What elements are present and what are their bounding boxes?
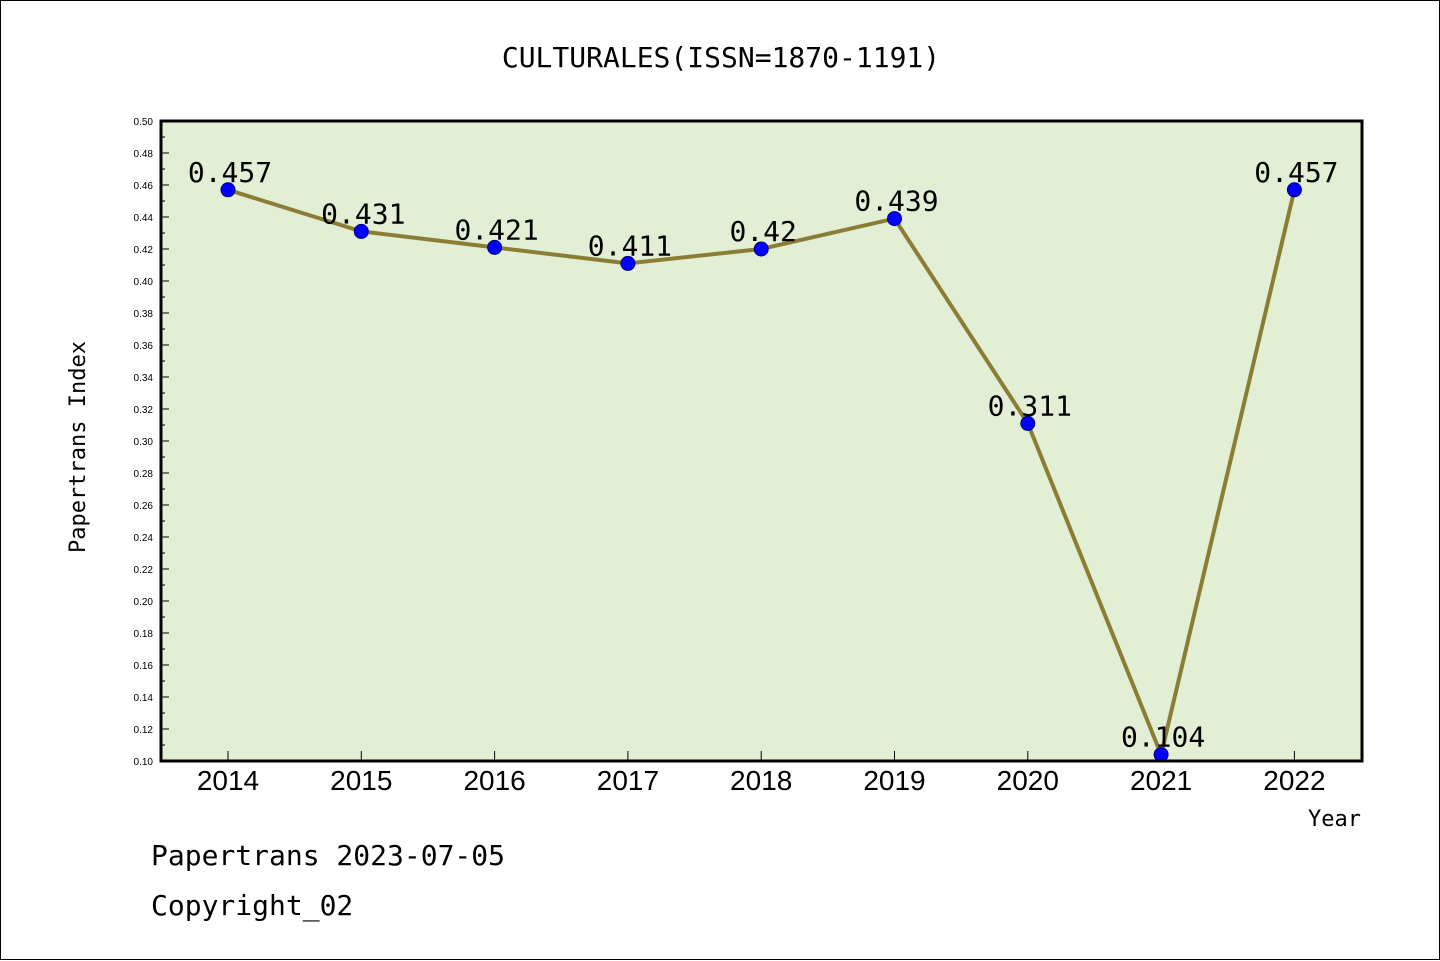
data-markers [220, 182, 1302, 763]
y-tick-label: 0.50 [134, 117, 154, 128]
data-label: 0.457 [1254, 156, 1338, 189]
y-tick-label: 0.38 [134, 309, 154, 320]
data-point [620, 255, 636, 271]
x-tick-label: 2015 [330, 765, 392, 796]
data-label: 0.311 [988, 389, 1072, 422]
y-tick-label: 0.36 [134, 341, 154, 352]
x-tick-label: 2017 [597, 765, 659, 796]
data-label: 0.42 [729, 215, 796, 248]
x-tick-label: 2020 [997, 765, 1059, 796]
data-point [1286, 182, 1302, 198]
y-tick-label: 0.32 [134, 405, 154, 416]
x-tick-label: 2022 [1263, 765, 1325, 796]
data-point [753, 241, 769, 257]
data-label: 0.457 [188, 156, 272, 189]
x-tick-label: 2016 [463, 765, 525, 796]
y-tick-label: 0.18 [134, 629, 154, 640]
data-point [887, 211, 902, 227]
data-label: 0.431 [321, 197, 405, 230]
y-tick-label: 0.14 [134, 693, 154, 704]
data-point [353, 223, 369, 239]
footer-copyright: Copyright_02 [151, 889, 353, 923]
chart-title: CULTURALES(ISSN=1870-1191) [502, 41, 940, 74]
x-tick-label: 2021 [1130, 765, 1192, 796]
y-tick-label: 0.16 [134, 661, 154, 672]
y-tick-label: 0.20 [134, 597, 154, 608]
data-label: 0.104 [1121, 721, 1205, 754]
y-tick-label: 0.44 [134, 213, 154, 224]
x-axis-label: Year [1308, 807, 1361, 832]
y-tick-label: 0.22 [134, 565, 154, 576]
y-tick-label: 0.12 [134, 725, 154, 736]
x-axis: 2014 2015 2016 2017 2018 2019 2020 2021 2022 [197, 751, 1326, 796]
data-label: 0.439 [854, 185, 938, 218]
y-tick-label: 0.34 [134, 373, 154, 384]
plot-border [159, 119, 1364, 763]
x-tick-label: 2014 [197, 765, 259, 796]
data-point [487, 239, 503, 255]
footer-date: Papertrans 2023-07-05 [151, 839, 505, 872]
x-tick-label: 2018 [730, 765, 792, 796]
y-tick-label: 0.10 [134, 757, 154, 768]
data-point [1020, 415, 1036, 431]
data-point [220, 182, 236, 198]
y-tick-label: 0.28 [134, 469, 154, 480]
y-axis-label: Papertrans Index [66, 341, 91, 553]
y-tick-label: 0.26 [134, 501, 154, 512]
data-label: 0.411 [588, 229, 672, 262]
y-tick-label: 0.24 [134, 533, 154, 544]
y-tick-label: 0.40 [134, 277, 154, 288]
y-tick-label: 0.42 [134, 245, 154, 256]
y-tick-label: 0.30 [134, 437, 154, 448]
y-tick-label: 0.48 [134, 149, 154, 160]
data-labels: 0.457 0.431 0.421 0.411 0.42 0.439 0.311 0.104 0… [188, 156, 1339, 754]
data-label: 0.421 [454, 213, 538, 246]
x-tick-label: 2019 [863, 765, 925, 796]
y-tick-label: 0.46 [134, 181, 154, 192]
